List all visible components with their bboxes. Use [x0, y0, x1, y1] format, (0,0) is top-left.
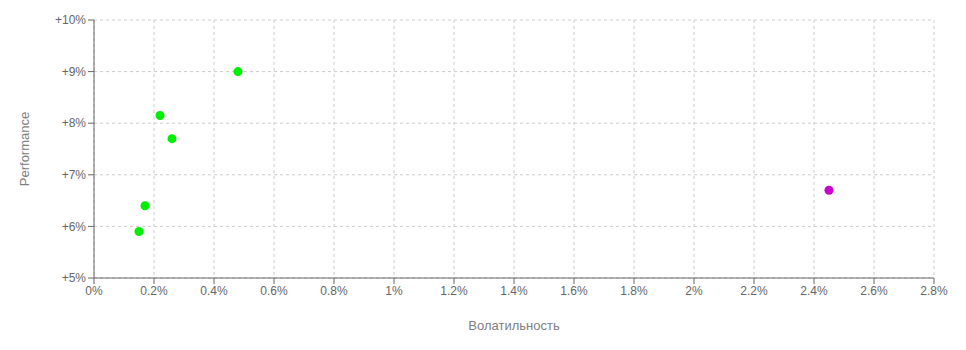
svg-text:0%: 0%: [85, 284, 103, 298]
svg-text:1.8%: 1.8%: [620, 284, 648, 298]
svg-text:+10%: +10%: [55, 13, 86, 27]
svg-text:0.2%: 0.2%: [140, 284, 168, 298]
svg-text:+5%: +5%: [62, 271, 87, 285]
svg-text:2.8%: 2.8%: [920, 284, 948, 298]
svg-text:+9%: +9%: [62, 65, 87, 79]
svg-text:2.6%: 2.6%: [860, 284, 888, 298]
svg-text:+6%: +6%: [62, 220, 87, 234]
svg-text:Волатильность: Волатильность: [468, 318, 560, 333]
svg-text:1.6%: 1.6%: [560, 284, 588, 298]
svg-text:1%: 1%: [385, 284, 403, 298]
svg-text:+8%: +8%: [62, 116, 87, 130]
svg-text:+7%: +7%: [62, 168, 87, 182]
svg-text:0.4%: 0.4%: [200, 284, 228, 298]
svg-text:2.4%: 2.4%: [800, 284, 828, 298]
svg-text:Performance: Performance: [17, 112, 32, 186]
svg-text:1.4%: 1.4%: [500, 284, 528, 298]
svg-text:2%: 2%: [685, 284, 703, 298]
svg-text:2.2%: 2.2%: [740, 284, 768, 298]
svg-text:0.8%: 0.8%: [320, 284, 348, 298]
svg-text:0.6%: 0.6%: [260, 284, 288, 298]
svg-text:1.2%: 1.2%: [440, 284, 468, 298]
